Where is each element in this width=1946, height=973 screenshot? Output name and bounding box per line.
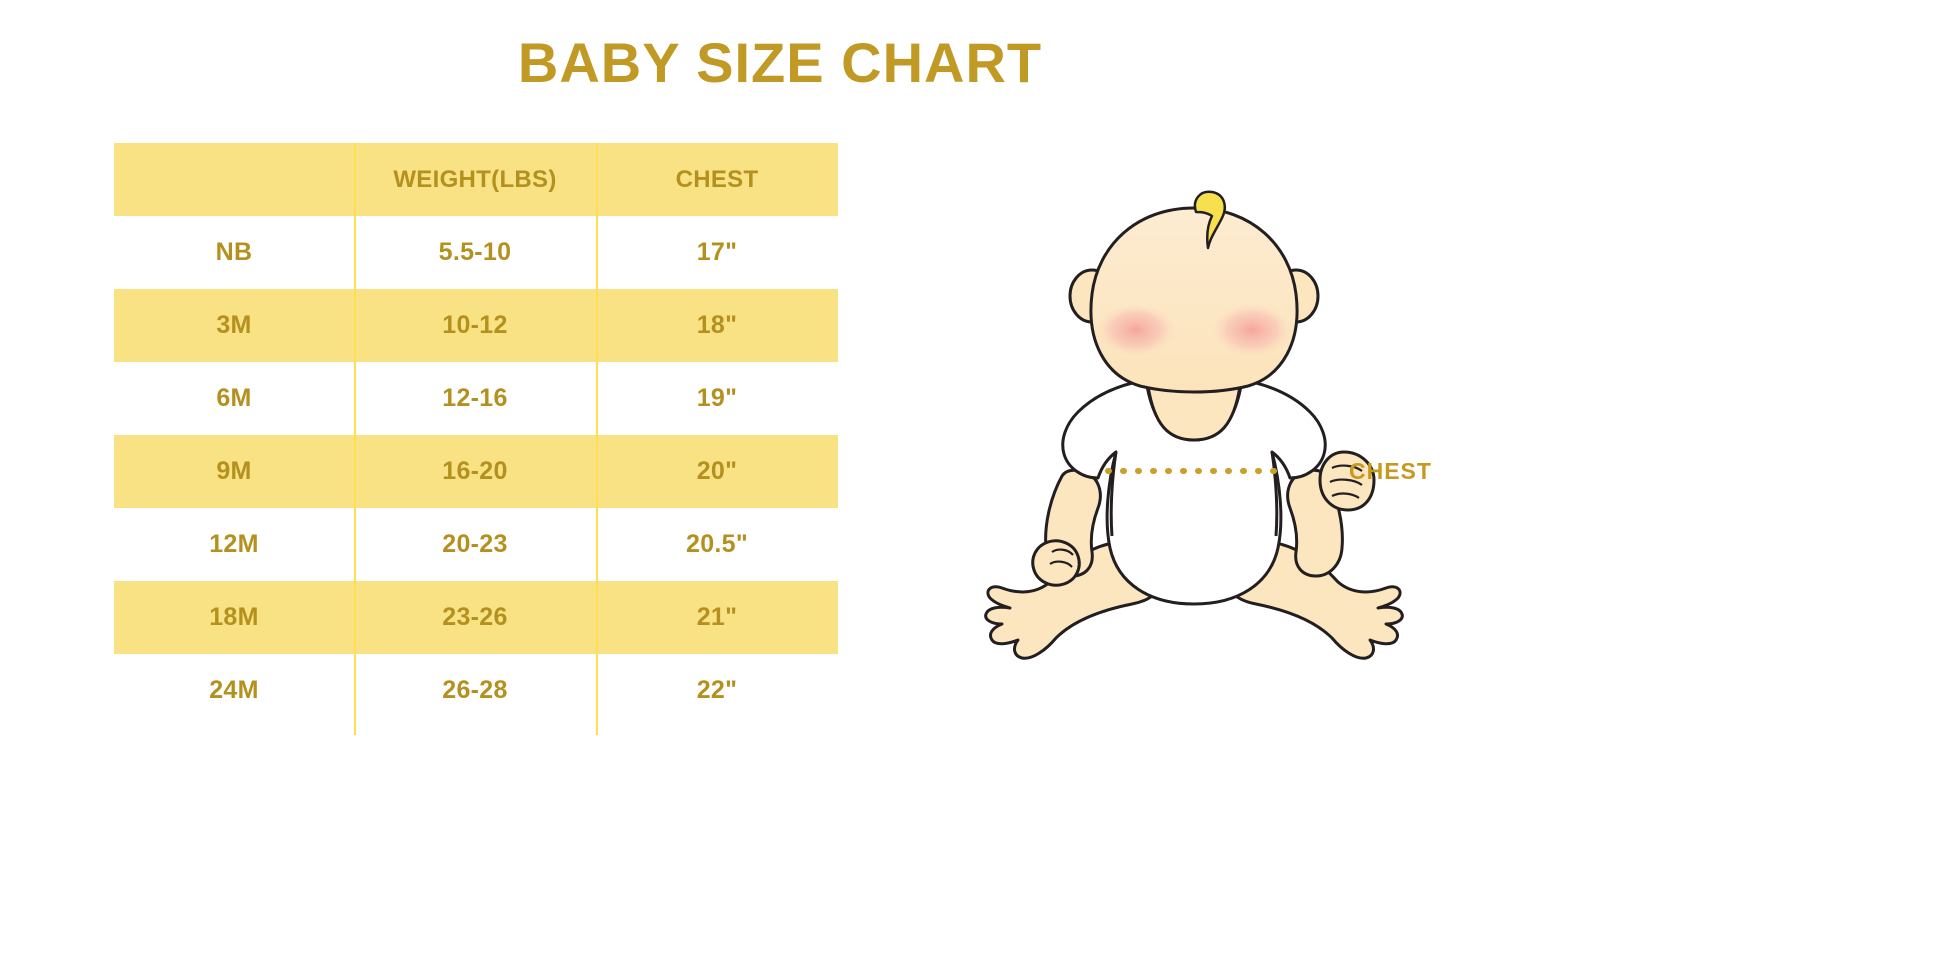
table-header-row: WEIGHT(LBS) CHEST — [114, 143, 838, 216]
table-row: 24M 26-28 22" — [114, 654, 838, 727]
cheek-left — [1094, 302, 1178, 358]
column-header-chest: CHEST — [675, 165, 759, 193]
hair-curl-icon — [1193, 190, 1226, 250]
cell-size: 24M — [209, 676, 259, 704]
baby-illustration — [984, 190, 1404, 660]
cell-size: 3M — [216, 311, 252, 339]
cell-chest: 17" — [696, 238, 738, 266]
page-title: BABY SIZE CHART — [517, 31, 1043, 94]
table-row: 18M 23-26 21" — [114, 581, 838, 654]
baby-size-table: WEIGHT(LBS) CHEST NB 5.5-10 17" 3M 10-12… — [114, 143, 838, 727]
column-header-size — [114, 143, 354, 216]
cell-chest: 22" — [696, 676, 738, 704]
cell-size: NB — [215, 238, 253, 266]
cell-weight: 16-20 — [442, 457, 508, 485]
table-body: NB 5.5-10 17" 3M 10-12 18" 6M 12-16 19" … — [114, 216, 838, 727]
column-header-weight: WEIGHT(LBS) — [393, 165, 557, 193]
table-row: 12M 20-23 20.5" — [114, 508, 838, 581]
cell-chest: 18" — [696, 311, 738, 339]
cell-size: 9M — [216, 457, 252, 485]
cell-weight: 5.5-10 — [438, 238, 512, 266]
baby-right-arm — [1286, 450, 1376, 578]
cell-weight: 10-12 — [442, 311, 508, 339]
table-row: NB 5.5-10 17" — [114, 216, 838, 289]
cell-weight: 12-16 — [442, 384, 508, 412]
table-row: 6M 12-16 19" — [114, 362, 838, 435]
chest-measurement-label: CHEST — [1349, 458, 1432, 484]
cell-weight: 23-26 — [442, 603, 508, 631]
cell-chest: 20" — [696, 457, 738, 485]
cell-size: 12M — [209, 530, 259, 558]
table-divider-line-1 — [354, 143, 356, 735]
table-header: WEIGHT(LBS) CHEST — [114, 143, 838, 216]
baby-left-arm — [1031, 468, 1102, 587]
cheek-right — [1210, 302, 1294, 358]
baby-head — [1089, 206, 1299, 394]
cell-size: 18M — [209, 603, 259, 631]
cell-weight: 20-23 — [442, 530, 508, 558]
cell-weight: 26-28 — [442, 676, 508, 704]
cell-chest: 20.5" — [685, 530, 748, 558]
table-divider-line-2 — [596, 143, 598, 735]
table-row: 9M 16-20 20" — [114, 435, 838, 508]
cell-chest: 21" — [696, 603, 738, 631]
cell-chest: 19" — [696, 384, 738, 412]
table-row: 3M 10-12 18" — [114, 289, 838, 362]
cell-size: 6M — [216, 384, 252, 412]
baby-onesie — [1061, 374, 1327, 606]
